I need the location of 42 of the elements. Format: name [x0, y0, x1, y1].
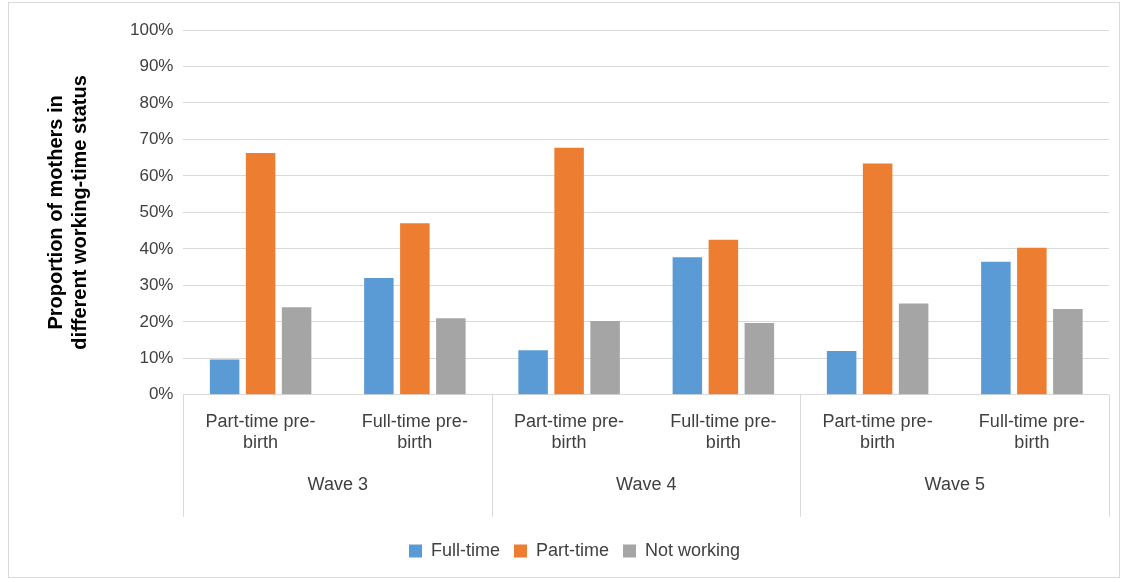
x-tick-label: Full-time pre-birth: [361, 410, 468, 453]
x-tick-label: Full-time pre-birth: [670, 410, 777, 453]
bar: [708, 239, 739, 395]
legend-label: Part-time: [535, 539, 609, 560]
bar: [209, 359, 240, 395]
bar: [281, 307, 312, 395]
bar: [898, 303, 929, 395]
bar: [981, 261, 1011, 395]
y-axis-title: Proportion of mothers in different working-time status: [43, 75, 90, 350]
text: Wave 3: [307, 473, 368, 494]
y-tick-label: 60%: [139, 165, 174, 185]
bar: [672, 257, 703, 395]
y-tick-label: 50%: [139, 202, 174, 222]
y-tick-label: 90%: [139, 56, 174, 76]
bar: [862, 163, 893, 395]
y-tick-label: 80%: [139, 92, 174, 112]
bar: [364, 278, 394, 395]
bar: [554, 147, 584, 395]
y-tick-label: 70%: [139, 129, 174, 149]
x-tick-label: Full-time pre-birth: [978, 410, 1085, 453]
y-tick-label: 40%: [139, 238, 174, 258]
text: Wave 5: [924, 473, 985, 494]
legend-label: Full-time: [430, 539, 500, 560]
legend-label: Not working: [644, 539, 741, 560]
y-tick-label: 100%: [130, 19, 174, 39]
y-tick-label: 0%: [148, 384, 174, 404]
y-tick-label: 20%: [139, 311, 174, 331]
x-tick-label: Part-time pre-birth: [205, 410, 316, 453]
bar: [436, 318, 466, 395]
x-tick-label: Part-time pre-birth: [822, 410, 933, 453]
bar: [245, 152, 276, 395]
y-tick-label: 30%: [139, 275, 174, 295]
bar: [1017, 247, 1047, 395]
x-tick-label: Part-time pre-birth: [514, 410, 625, 453]
bar: [400, 223, 430, 395]
bar: [518, 350, 548, 395]
bar: [590, 321, 620, 395]
bar: [744, 322, 775, 395]
y-tick-label: 10%: [139, 348, 174, 368]
bar: [826, 351, 857, 395]
bar: [1053, 309, 1083, 395]
text: Wave 4: [616, 473, 677, 494]
